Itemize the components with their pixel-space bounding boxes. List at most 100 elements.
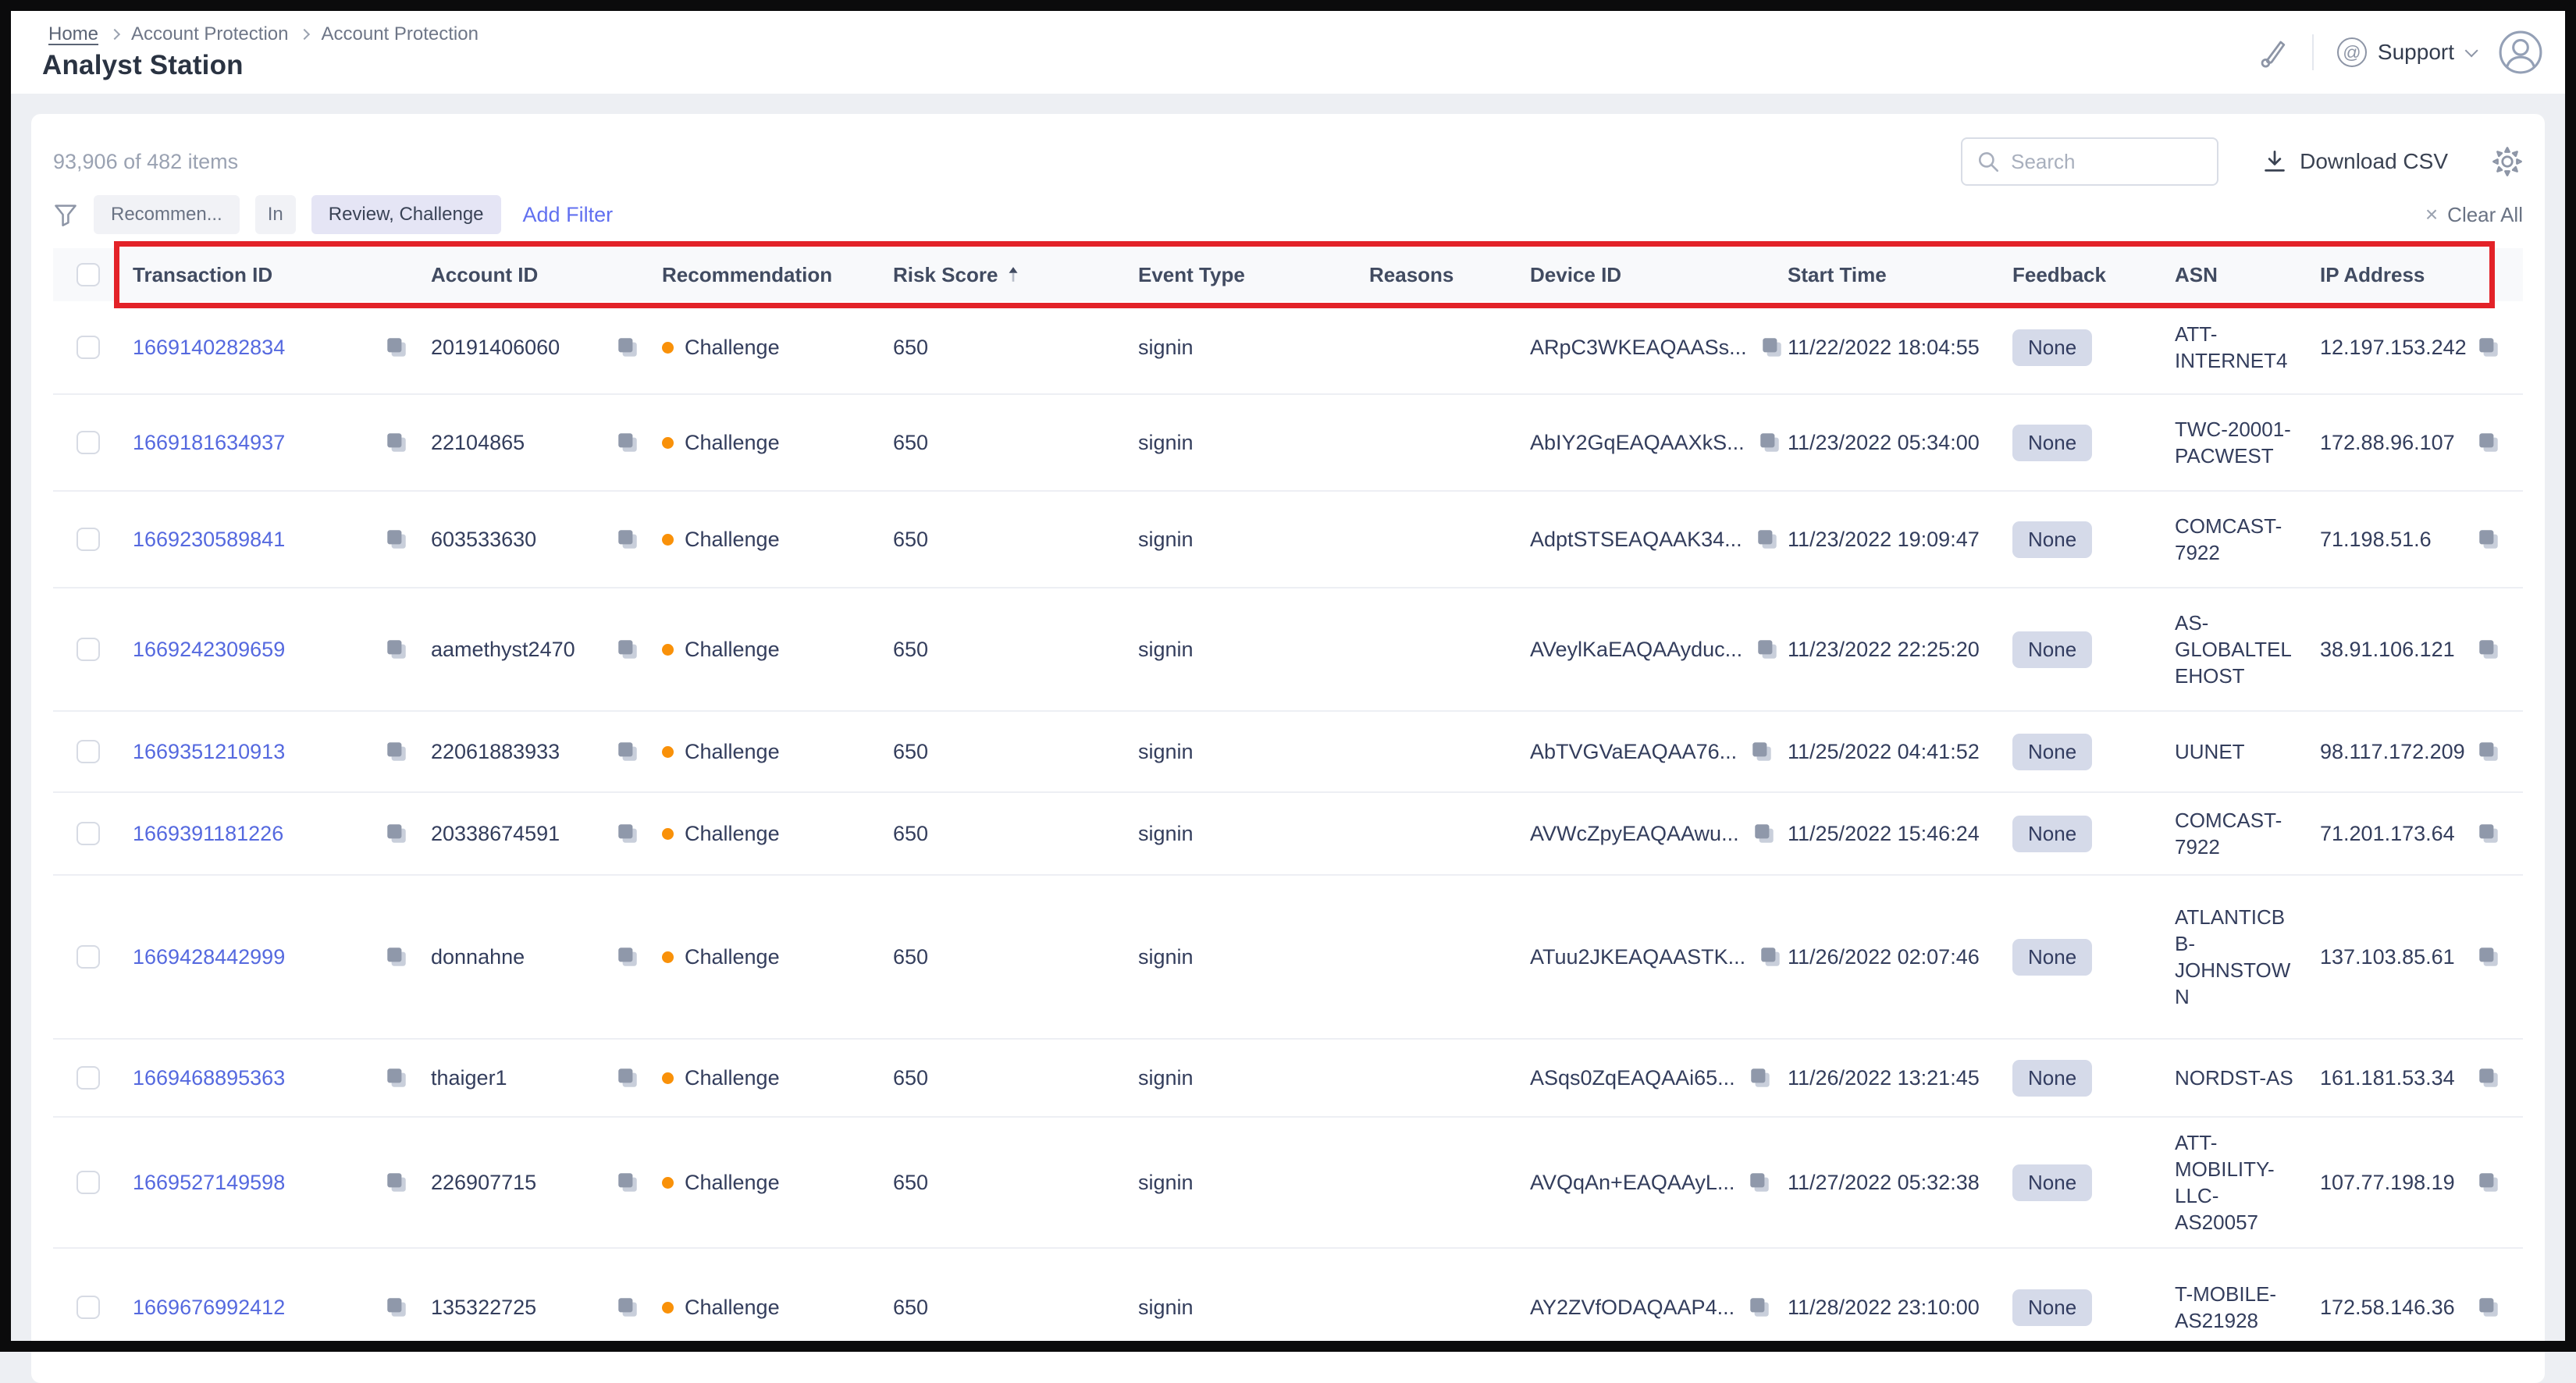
column-header-account-id[interactable]: Account ID [431, 262, 539, 286]
copy-icon[interactable] [384, 1295, 409, 1320]
copy-icon[interactable] [615, 637, 640, 662]
column-header-feedback[interactable]: Feedback [2012, 262, 2106, 286]
row-checkbox[interactable] [76, 1171, 100, 1194]
ip-address-value: 71.198.51.6 [2320, 527, 2432, 551]
copy-icon[interactable] [2476, 430, 2501, 455]
risk-score-value: 650 [893, 335, 929, 359]
copy-icon[interactable] [615, 739, 640, 764]
select-all-checkbox[interactable] [76, 263, 100, 286]
copy-icon[interactable] [384, 944, 409, 969]
copy-icon[interactable] [384, 1065, 409, 1090]
column-header-device-id[interactable]: Device ID [1530, 262, 1622, 286]
copy-icon[interactable] [2476, 637, 2501, 662]
search-input[interactable] [2011, 149, 2204, 174]
column-header-recommendation[interactable]: Recommendation [662, 262, 833, 286]
search-box[interactable] [1961, 137, 2219, 186]
feedback-badge: None [2012, 815, 2093, 852]
row-checkbox[interactable] [76, 1296, 100, 1319]
copy-icon[interactable] [1752, 821, 1777, 846]
copy-icon[interactable] [615, 527, 640, 552]
copy-icon[interactable] [615, 944, 640, 969]
copy-icon[interactable] [2476, 1065, 2501, 1090]
copy-icon[interactable] [2476, 739, 2501, 764]
row-checkbox[interactable] [76, 822, 100, 845]
transaction-id-link[interactable]: 1669428442999 [133, 944, 286, 969]
copy-icon[interactable] [384, 335, 409, 360]
copy-icon[interactable] [384, 739, 409, 764]
filter-operator-chip[interactable]: In [254, 195, 296, 234]
copy-icon[interactable] [615, 430, 640, 455]
copy-icon[interactable] [384, 637, 409, 662]
copy-icon[interactable] [1757, 430, 1782, 455]
column-header-event-type[interactable]: Event Type [1138, 262, 1245, 286]
transaction-id-link[interactable]: 1669676992412 [133, 1295, 286, 1319]
clear-all-button[interactable]: × Clear All [2425, 202, 2523, 227]
challenge-status-dot [662, 1176, 674, 1189]
table-body: 1669140282834 20191406060 Challenge 650 [53, 301, 2523, 1366]
transaction-id-link[interactable]: 1669242309659 [133, 637, 286, 661]
copy-icon[interactable] [2476, 944, 2501, 969]
recommendation-value: Challenge [685, 335, 780, 359]
copy-icon[interactable] [1755, 527, 1780, 552]
copy-icon[interactable] [615, 1295, 640, 1320]
transaction-id-link[interactable]: 1669391181226 [133, 821, 284, 845]
breadcrumb-item[interactable]: Account Protection [131, 23, 289, 44]
transaction-id-link[interactable]: 1669351210913 [133, 739, 286, 763]
transaction-id-link[interactable]: 1669468895363 [133, 1065, 286, 1090]
copy-icon[interactable] [384, 527, 409, 552]
transaction-id-link[interactable]: 1669181634937 [133, 430, 286, 454]
copy-icon[interactable] [1749, 739, 1774, 764]
copy-icon[interactable] [2476, 335, 2501, 360]
table-row: 1669676992412 135322725 Challenge 650 si [53, 1247, 2523, 1366]
row-checkbox[interactable] [76, 336, 100, 359]
copy-icon[interactable] [1759, 335, 1784, 360]
recommendation-value: Challenge [685, 1295, 780, 1319]
copy-icon[interactable] [615, 1065, 640, 1090]
table-row: 1669527149598 226907715 Challenge 650 si [53, 1116, 2523, 1247]
copy-icon[interactable] [615, 821, 640, 846]
copy-icon[interactable] [2476, 527, 2501, 552]
copy-icon[interactable] [384, 821, 409, 846]
copy-icon[interactable] [615, 335, 640, 360]
copy-icon[interactable] [1747, 1295, 1772, 1320]
column-header-risk-score[interactable]: Risk Score [893, 263, 1138, 287]
column-header-ip-address[interactable]: IP Address [2320, 262, 2425, 286]
column-header-transaction-id[interactable]: Transaction ID [133, 262, 273, 286]
column-header-asn[interactable]: ASN [2175, 262, 2218, 286]
add-filter-button[interactable]: Add Filter [522, 202, 614, 226]
copy-icon[interactable] [384, 430, 409, 455]
event-type-value: signin [1138, 335, 1194, 359]
copy-icon[interactable] [2476, 821, 2501, 846]
row-checkbox[interactable] [76, 945, 100, 969]
column-header-start-time[interactable]: Start Time [1788, 262, 1887, 286]
copy-icon[interactable] [2476, 1170, 2501, 1195]
row-checkbox[interactable] [76, 740, 100, 763]
transaction-id-link[interactable]: 1669527149598 [133, 1170, 286, 1194]
chevron-down-icon [2464, 44, 2478, 58]
copy-icon[interactable] [1747, 1170, 1772, 1195]
copy-icon[interactable] [615, 1170, 640, 1195]
transaction-id-link[interactable]: 1669230589841 [133, 527, 286, 551]
copy-icon[interactable] [2476, 1295, 2501, 1320]
ip-address-value: 38.91.106.121 [2320, 637, 2455, 661]
device-id-value: AdptSTSEAQAAK34... [1530, 527, 1742, 551]
row-checkbox[interactable] [76, 528, 100, 551]
copy-icon[interactable] [1755, 637, 1780, 662]
row-checkbox[interactable] [76, 431, 100, 454]
breadcrumb-home-link[interactable]: Home [48, 23, 99, 44]
download-csv-button[interactable]: Download CSV [2262, 149, 2448, 174]
event-type-value: signin [1138, 527, 1194, 551]
paintbrush-icon[interactable] [2254, 35, 2289, 69]
copy-icon[interactable] [1758, 944, 1783, 969]
user-avatar-icon[interactable] [2498, 30, 2543, 75]
filter-value-chip[interactable]: Review, Challenge [311, 195, 501, 234]
filter-field-chip[interactable]: Recommen... [94, 195, 240, 234]
column-header-reasons[interactable]: Reasons [1369, 262, 1454, 286]
transaction-id-link[interactable]: 1669140282834 [133, 335, 286, 359]
support-menu[interactable]: @ Support [2336, 37, 2478, 67]
row-checkbox[interactable] [76, 638, 100, 661]
copy-icon[interactable] [1748, 1065, 1773, 1090]
row-checkbox[interactable] [76, 1066, 100, 1090]
settings-gear-icon[interactable] [2492, 146, 2523, 177]
copy-icon[interactable] [384, 1170, 409, 1195]
